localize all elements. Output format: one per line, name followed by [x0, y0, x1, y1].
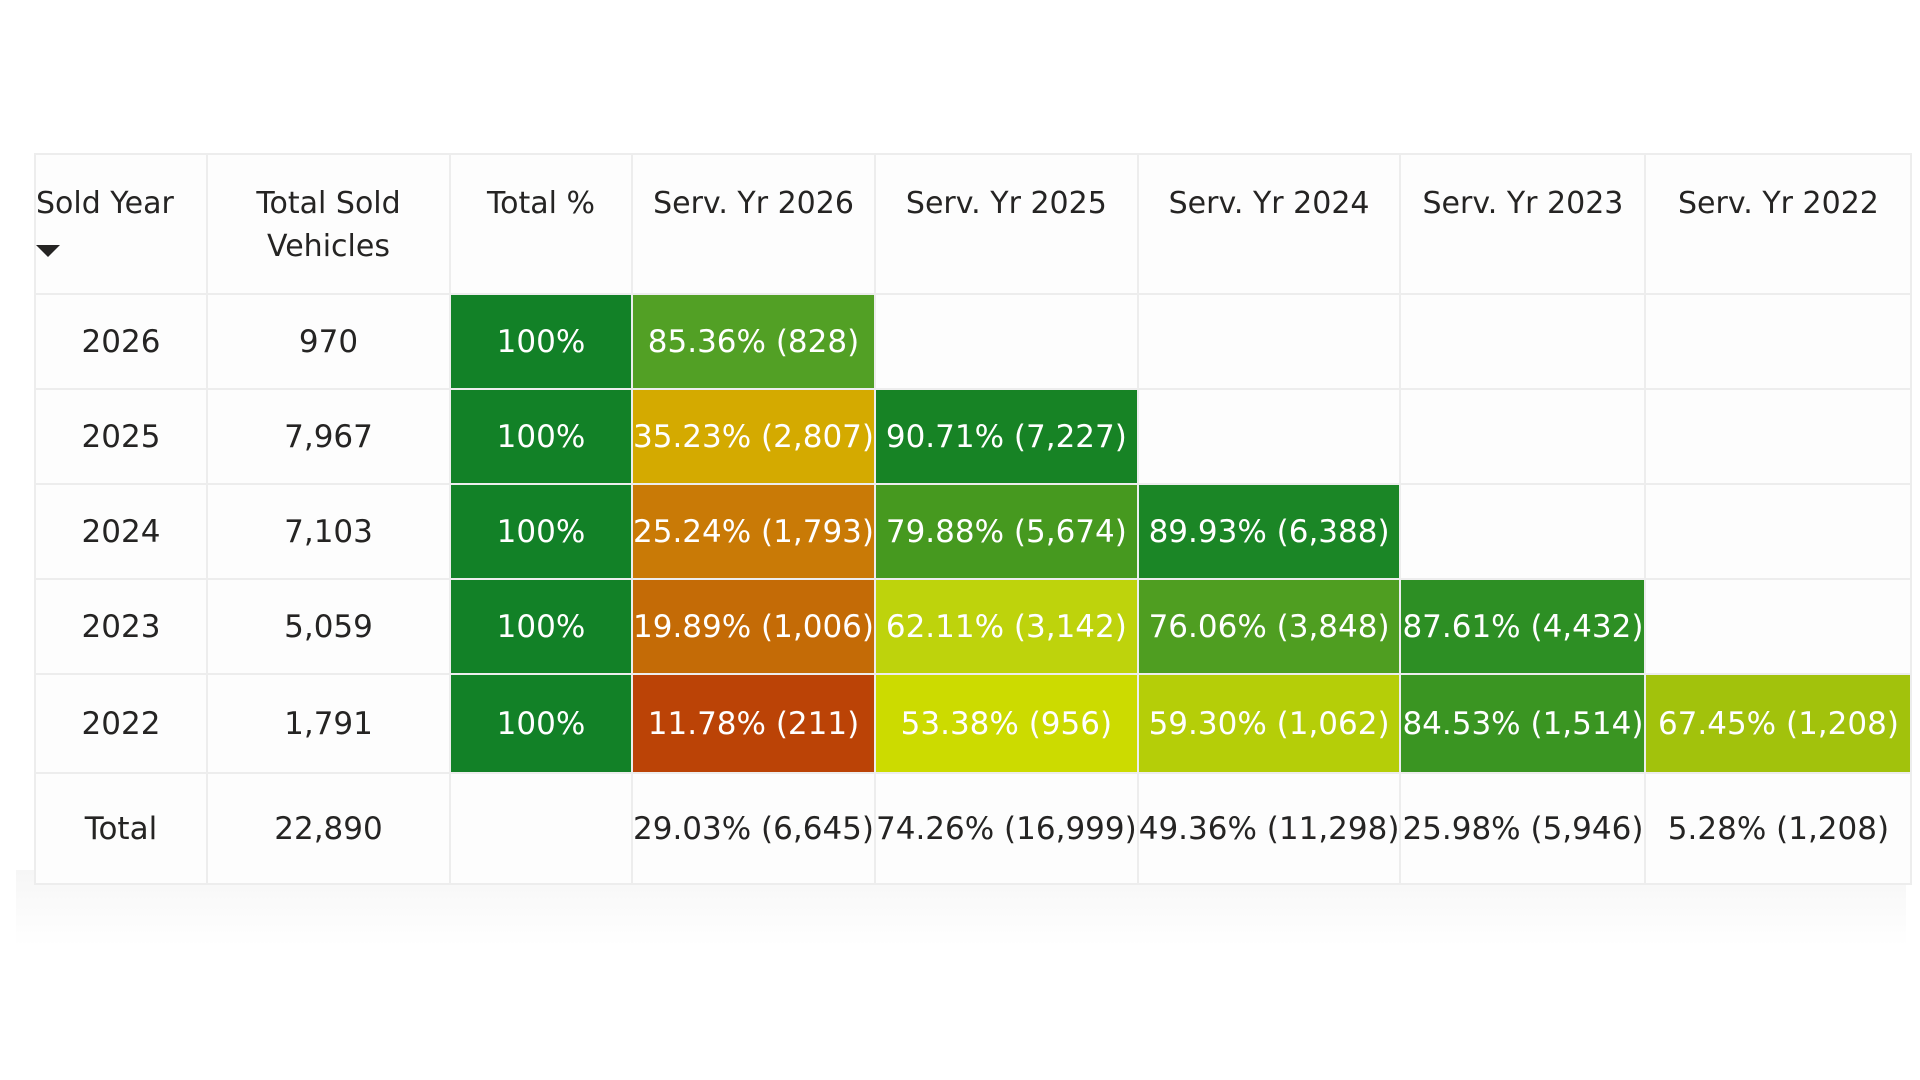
- cell-total-sold[interactable]: 1,791: [206, 673, 451, 774]
- col-header-label: Total %: [486, 186, 596, 221]
- cell-serv-2024: [1136, 293, 1402, 390]
- col-header-label: Serv. Yr 2025: [905, 186, 1107, 221]
- header-row: Sold Year Total Sold Vehicles Total % Se…: [34, 153, 1913, 295]
- cell-grand-total-sold[interactable]: 22,890: [206, 772, 451, 885]
- col-header-serv-2026[interactable]: Serv. Yr 2026: [631, 153, 876, 295]
- table-row: 2024 7,103 100% 25.24% (1,793) 79.88% (5…: [34, 483, 1913, 580]
- row-label-sold-year[interactable]: 2023: [34, 578, 208, 675]
- col-header-label: Serv. Yr 2024: [1168, 186, 1370, 221]
- row-label-total[interactable]: Total: [34, 772, 208, 885]
- col-header-label: Serv. Yr 2023: [1422, 186, 1624, 221]
- cell-serv-2025[interactable]: 62.11% (3,142): [874, 578, 1139, 675]
- service-retention-matrix: Sold Year Total Sold Vehicles Total % Se…: [34, 153, 1913, 885]
- row-label-sold-year[interactable]: 2024: [34, 483, 208, 580]
- cell-serv-2024[interactable]: 76.06% (3,848): [1136, 578, 1402, 675]
- cell-total-pct[interactable]: 100%: [449, 293, 633, 390]
- row-label-sold-year[interactable]: 2026: [34, 293, 208, 390]
- cell-serv-2022: [1644, 388, 1913, 485]
- col-header-serv-2024[interactable]: Serv. Yr 2024: [1136, 153, 1402, 295]
- col-header-label: Serv. Yr 2022: [1678, 186, 1879, 221]
- col-header-label: Serv. Yr 2026: [653, 186, 854, 221]
- cell-serv-2026[interactable]: 35.23% (2,807): [631, 388, 876, 485]
- table-row: 2023 5,059 100% 19.89% (1,006) 62.11% (3…: [34, 578, 1913, 675]
- cell-total-serv-2025[interactable]: 74.26% (16,999): [874, 772, 1139, 885]
- col-header-label: Total Sold Vehicles: [256, 186, 401, 264]
- cell-serv-2024[interactable]: 59.30% (1,062): [1136, 673, 1402, 774]
- col-header-serv-2023[interactable]: Serv. Yr 2023: [1399, 153, 1647, 295]
- cell-total-pct[interactable]: 100%: [449, 578, 633, 675]
- cell-total-serv-2023[interactable]: 25.98% (5,946): [1399, 772, 1647, 885]
- table-row: 2022 1,791 100% 11.78% (211) 53.38% (956…: [34, 673, 1913, 774]
- col-header-serv-2022[interactable]: Serv. Yr 2022: [1644, 153, 1913, 295]
- table-row: 2025 7,967 100% 35.23% (2,807) 90.71% (7…: [34, 388, 1913, 485]
- cell-serv-2025[interactable]: 90.71% (7,227): [874, 388, 1139, 485]
- cell-serv-2023: [1399, 293, 1647, 390]
- cell-serv-2022: [1644, 483, 1913, 580]
- cell-total-sold[interactable]: 7,967: [206, 388, 451, 485]
- col-header-sold-year[interactable]: Sold Year: [34, 153, 208, 295]
- row-label-sold-year[interactable]: 2022: [34, 673, 208, 774]
- cell-serv-2025: [874, 293, 1139, 390]
- cell-serv-2026[interactable]: 25.24% (1,793): [631, 483, 876, 580]
- cell-total-serv-2026[interactable]: 29.03% (6,645): [631, 772, 876, 885]
- cell-total-sold[interactable]: 7,103: [206, 483, 451, 580]
- cell-serv-2023: [1399, 483, 1647, 580]
- cell-serv-2022[interactable]: 67.45% (1,208): [1644, 673, 1913, 774]
- cell-total-serv-2022[interactable]: 5.28% (1,208): [1644, 772, 1913, 885]
- cell-total-sold[interactable]: 5,059: [206, 578, 451, 675]
- row-label-sold-year[interactable]: 2025: [34, 388, 208, 485]
- col-header-total-sold-vehicles[interactable]: Total Sold Vehicles: [206, 153, 451, 295]
- cell-serv-2022: [1644, 578, 1913, 675]
- chevron-down-icon[interactable]: [37, 245, 60, 257]
- cell-serv-2026[interactable]: 11.78% (211): [631, 673, 876, 774]
- cell-serv-2024[interactable]: 89.93% (6,388): [1136, 483, 1402, 580]
- cell-serv-2026[interactable]: 19.89% (1,006): [631, 578, 876, 675]
- table-row: 2026 970 100% 85.36% (828): [34, 293, 1913, 390]
- cell-serv-2026[interactable]: 85.36% (828): [631, 293, 876, 390]
- cell-serv-2024: [1136, 388, 1402, 485]
- col-header-label: Sold Year: [36, 186, 174, 221]
- total-row: Total 22,890 29.03% (6,645) 74.26% (16,9…: [34, 772, 1913, 885]
- col-header-total-pct[interactable]: Total %: [449, 153, 633, 295]
- cell-total-pct[interactable]: 100%: [449, 388, 633, 485]
- cell-serv-2023: [1399, 388, 1647, 485]
- cell-total-pct[interactable]: 100%: [449, 483, 633, 580]
- cell-serv-2022: [1644, 293, 1913, 390]
- cell-serv-2025[interactable]: 53.38% (956): [874, 673, 1139, 774]
- cell-serv-2023[interactable]: 87.61% (4,432): [1399, 578, 1647, 675]
- cell-serv-2025[interactable]: 79.88% (5,674): [874, 483, 1139, 580]
- col-header-serv-2025[interactable]: Serv. Yr 2025: [874, 153, 1139, 295]
- cell-total-pct[interactable]: 100%: [449, 673, 633, 774]
- cell-serv-2023[interactable]: 84.53% (1,514): [1399, 673, 1647, 774]
- cell-total-sold[interactable]: 970: [206, 293, 451, 390]
- cell-total-serv-2024[interactable]: 49.36% (11,298): [1136, 772, 1402, 885]
- cell-total-pct-total: [449, 772, 633, 885]
